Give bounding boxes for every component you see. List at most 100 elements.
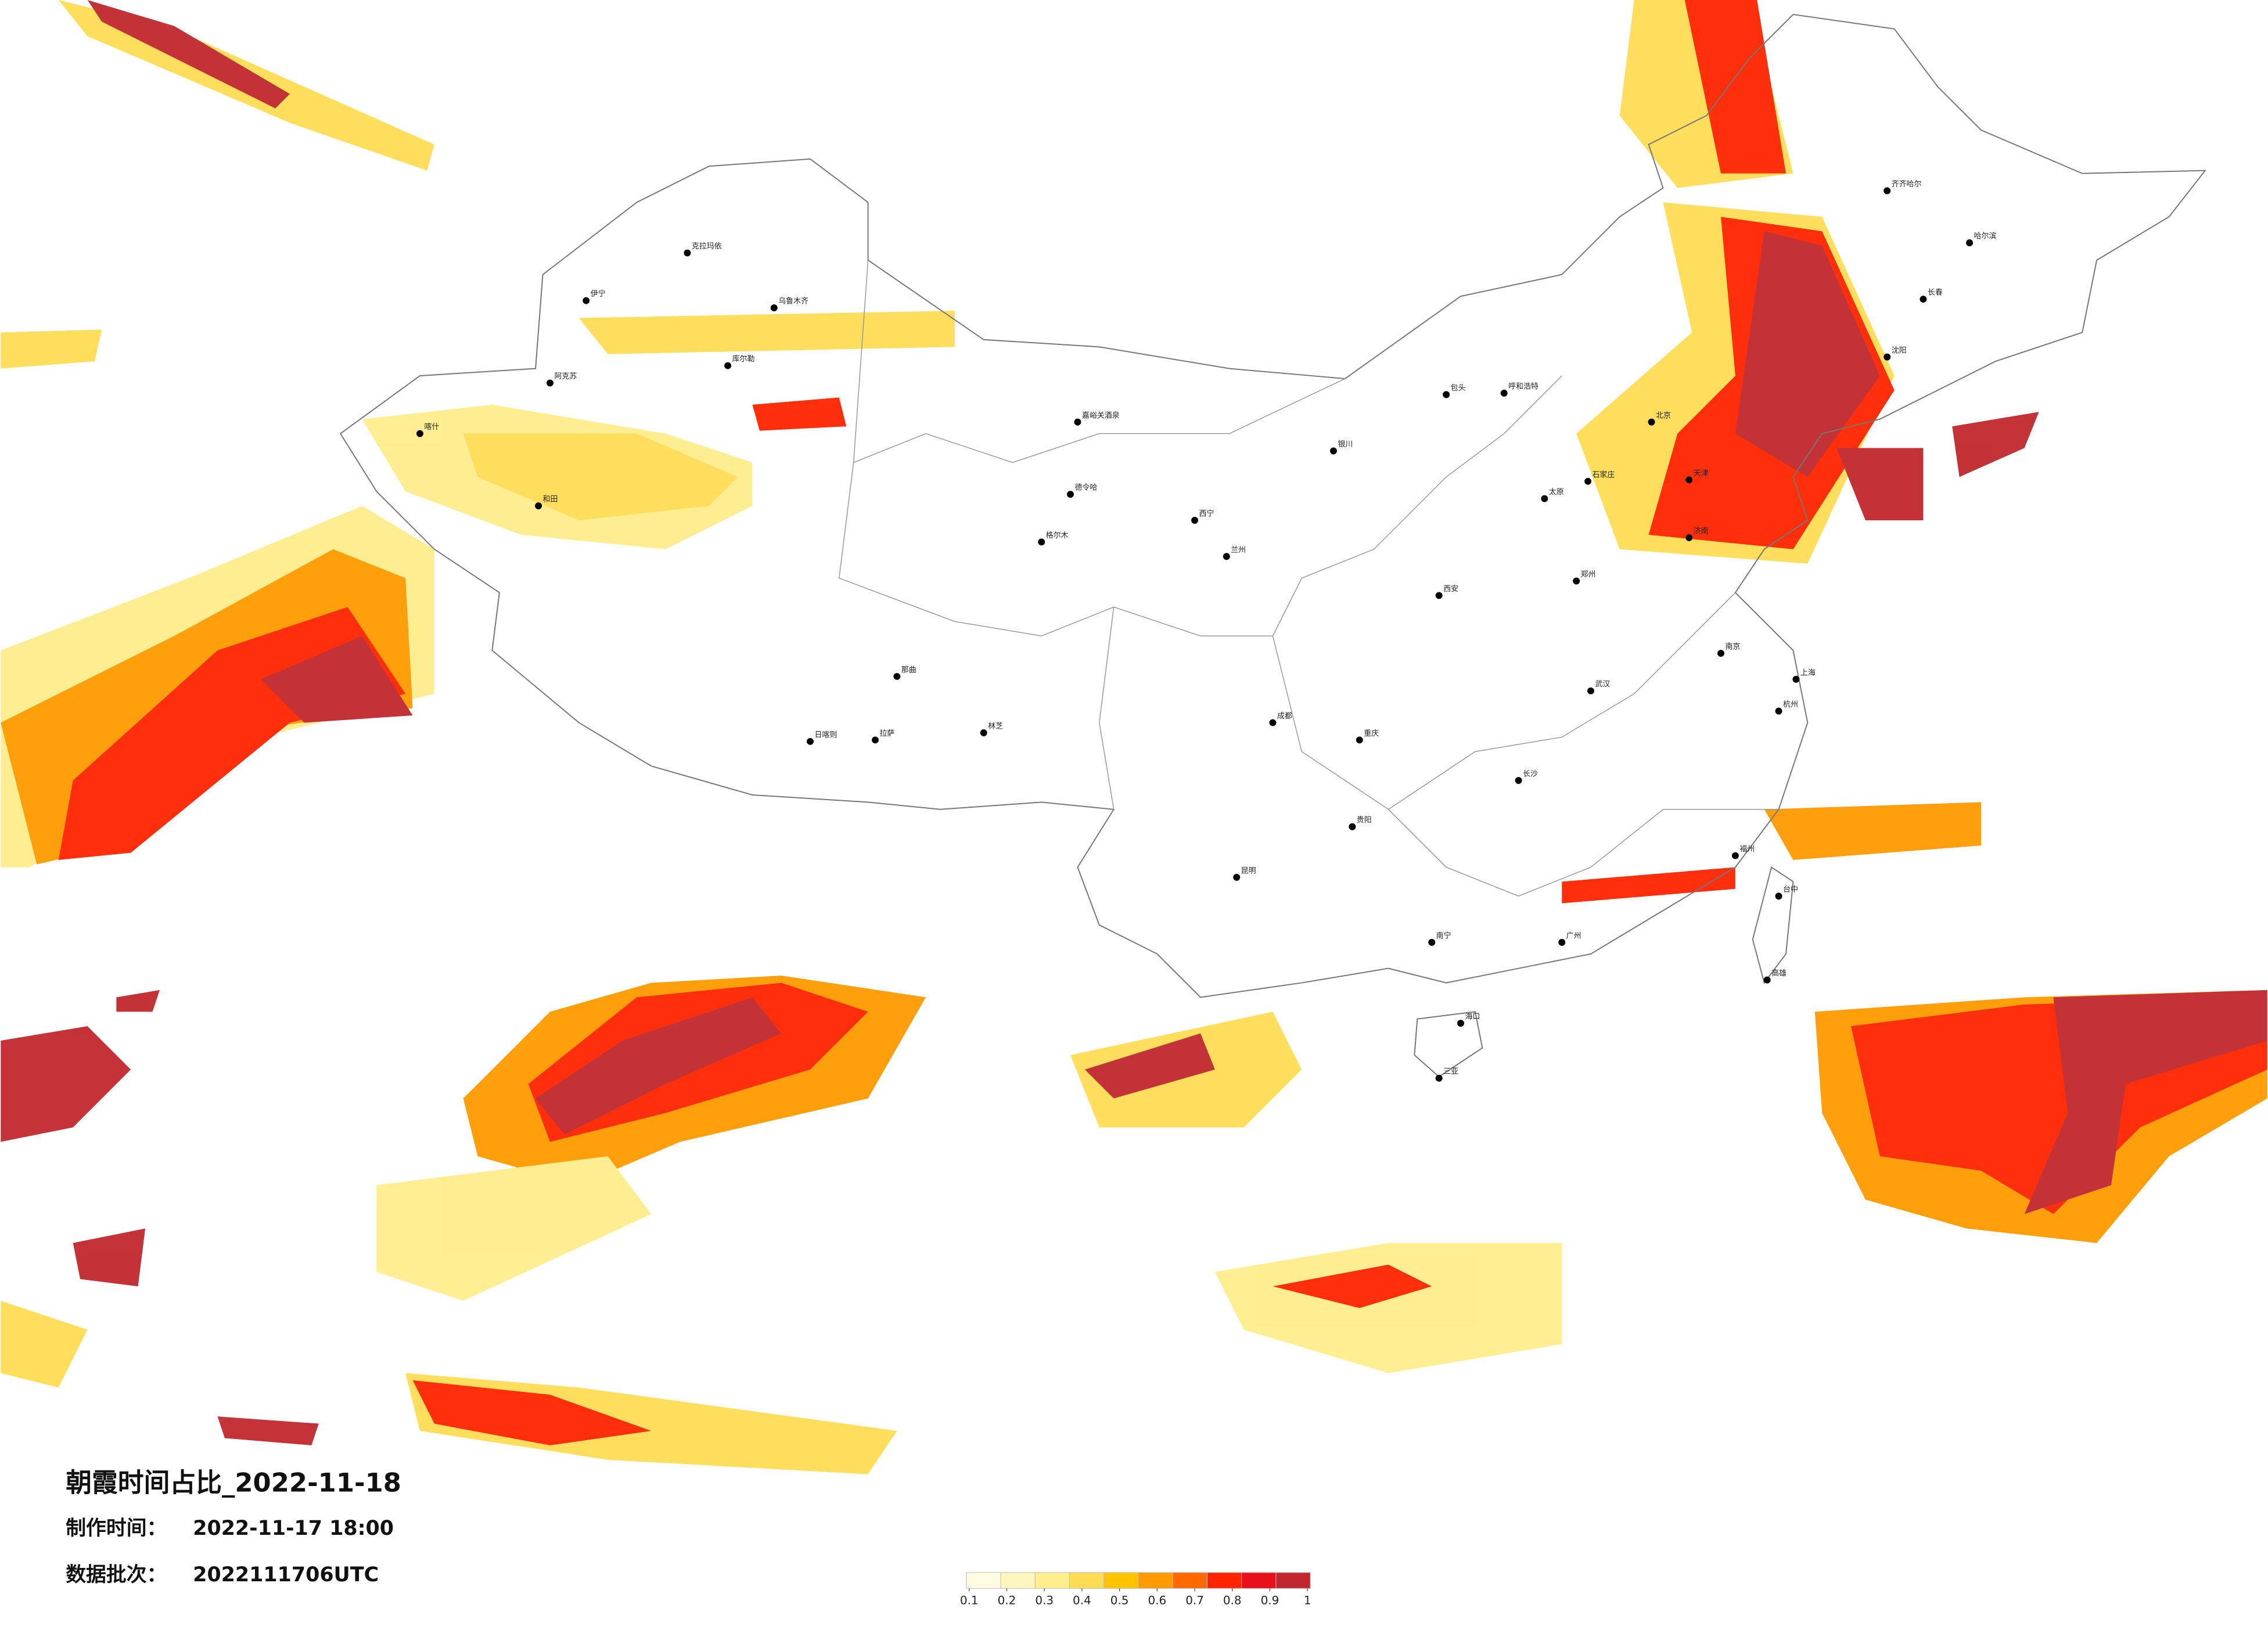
city-dot [1223,553,1230,560]
city-label: 银川 [1338,440,1353,449]
colorbar-label: 1 [1304,1594,1311,1607]
city-dot [1573,577,1580,585]
heat-area [752,397,847,431]
colorbar-label: 0.4 [1073,1594,1091,1607]
city-dot [1966,239,1974,247]
city-label: 喀什 [424,422,439,431]
city-dot [1731,852,1739,859]
city-dot [1584,477,1591,485]
colorbar-swatch [1138,1572,1173,1589]
city-dot [724,362,732,369]
taiwan-outline [1752,866,1794,984]
heat-area [1,329,102,369]
city-dot [1435,592,1443,599]
city-dot [535,502,542,510]
city-label: 海口 [1465,1013,1480,1021]
city-label: 杭州 [1783,700,1798,709]
heat-area [73,1228,146,1287]
city-dot [1435,1074,1443,1082]
heat-area [1273,1264,1432,1308]
colorbar-swatch [1069,1572,1105,1589]
boundaries [339,13,2206,1078]
city-label: 西安 [1443,585,1458,593]
city-label: 库尔勒 [732,354,755,364]
city-dot [770,304,778,312]
city-dot [1443,391,1450,398]
city-label: 阿克苏 [554,372,577,381]
city-label: 乌鲁木齐 [778,297,808,306]
city-dot [1558,938,1566,946]
city-dot [872,736,879,744]
city-label: 上海 [1800,668,1816,677]
made-label: 制作时间： [66,1517,167,1540]
city-label: 日喀则 [814,730,837,739]
city-label: 南宁 [1436,931,1451,940]
city-label: 太原 [1549,488,1564,497]
colorbar-swatch [1104,1572,1139,1589]
colorbar-label: 0.8 [1223,1594,1242,1607]
city-dot [980,729,987,736]
colorbar-label: 0.7 [1185,1594,1204,1607]
colorbar: 0.1 0.2 0.3 0.4 0.5 0.6 0.7 0.8 0.9 1 [960,1572,1311,1607]
hainan-outline [1414,1011,1483,1078]
city-label: 兰州 [1231,546,1246,555]
city-label: 石家庄 [1592,470,1615,479]
city-label: 伊宁 [591,289,606,298]
city-dot [1349,823,1356,830]
city-label: 昆明 [1241,866,1256,875]
province-lines [838,260,1779,897]
city-label: 齐齐哈尔 [1892,179,1922,189]
city-dot [1541,495,1548,502]
city-label: 天津 [1694,469,1709,478]
city-label: 北京 [1656,411,1671,420]
colorbar-label: 0.6 [1148,1594,1166,1607]
city-label: 长沙 [1523,770,1538,779]
city-label: 长春 [1928,289,1943,297]
city-label: 呼和浩特 [1508,383,1539,391]
city-dot [416,430,423,437]
heat-area [1562,867,1735,904]
city-label: 高雄 [1771,969,1787,978]
city-label: 包头 [1451,384,1466,393]
heat-area [1,1301,88,1388]
city-label: 南京 [1725,642,1740,652]
colorbar-label: 0.1 [960,1594,979,1607]
city-dot [547,379,553,387]
city-label: 成都 [1277,712,1292,721]
city-dot [1191,517,1199,524]
city-dot [1685,476,1693,484]
city-label: 福州 [1739,845,1755,854]
city-dot [1038,538,1045,546]
heat-area [578,311,955,354]
heat-area [217,1416,319,1445]
city-dot [1269,719,1277,726]
colorbar-swatch [1034,1572,1070,1589]
batch-label: 数据批次： [66,1563,167,1587]
heat-area [1084,1033,1215,1099]
heat-area [116,990,160,1012]
map-title: 朝霞时间占比_2022-11-18 [66,1467,401,1498]
city-dot [1648,418,1655,426]
heat-area [87,0,290,109]
colorbar-swatch [1206,1572,1242,1589]
city-label: 济南 [1694,526,1709,535]
city-dot [1763,976,1771,984]
city-dot [1792,675,1800,683]
city-label: 嘉峪关酒泉 [1082,411,1120,420]
city-label: 拉萨 [879,729,894,738]
city-label: 林芝 [988,721,1003,731]
colorbar-swatch [966,1572,1001,1589]
city-label: 武汉 [1595,680,1610,689]
heat-area [261,636,413,723]
colorbar-label: 0.9 [1261,1594,1279,1607]
city-dot [1233,873,1241,881]
heat-area [463,433,738,520]
colorbar-label: 0.2 [998,1594,1016,1607]
city-dot [1074,418,1081,426]
heat-area [2024,990,2267,1214]
city-dot [1329,447,1337,455]
heat-area [1735,231,1880,477]
city-label: 重庆 [1364,729,1379,738]
colorbar-label: 0.5 [1110,1594,1129,1607]
